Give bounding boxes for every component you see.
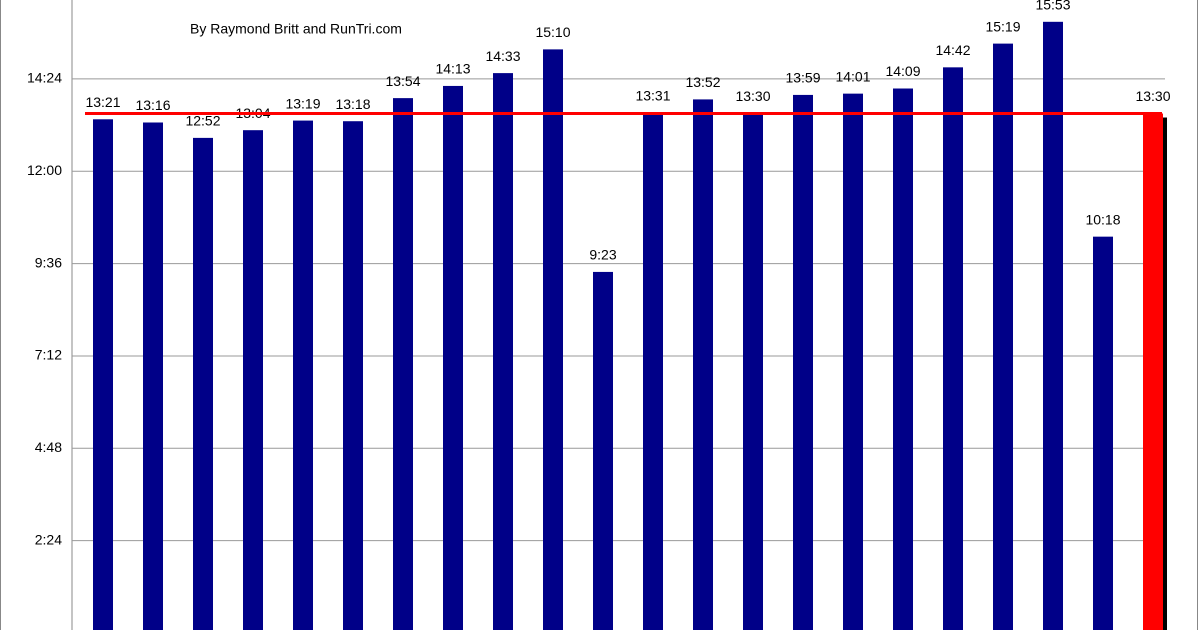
bar bbox=[693, 99, 713, 630]
data-label: 13:54 bbox=[385, 73, 420, 89]
data-label: 14:42 bbox=[935, 42, 970, 58]
bar bbox=[93, 119, 113, 630]
chart-subtitle: By Raymond Britt and RunTri.com bbox=[190, 21, 402, 37]
data-label: 15:19 bbox=[985, 18, 1020, 34]
bar bbox=[1093, 236, 1113, 630]
data-label: 13:30 bbox=[1135, 88, 1170, 104]
bar bbox=[843, 93, 863, 630]
bar bbox=[143, 122, 163, 630]
bar bbox=[1143, 113, 1163, 630]
bar bbox=[793, 94, 813, 630]
bar bbox=[543, 49, 563, 630]
data-label: 15:53 bbox=[1035, 0, 1070, 13]
bar bbox=[943, 67, 963, 630]
data-label: 14:09 bbox=[885, 63, 920, 79]
data-label: 13:59 bbox=[785, 70, 820, 86]
data-label: 13:52 bbox=[685, 74, 720, 90]
data-label: 12:52 bbox=[185, 113, 220, 129]
bar bbox=[993, 43, 1013, 630]
data-label: 13:31 bbox=[635, 88, 670, 104]
y-tick-label: 4:48 bbox=[35, 439, 62, 455]
data-label: 14:01 bbox=[835, 68, 870, 84]
y-tick-label: 9:36 bbox=[35, 254, 62, 270]
data-label: 10:18 bbox=[1085, 211, 1120, 227]
data-label: 14:33 bbox=[485, 48, 520, 64]
y-tick-label: 2:24 bbox=[35, 531, 62, 547]
bar bbox=[493, 73, 513, 630]
y-tick-label: 14:24 bbox=[27, 70, 62, 86]
bar bbox=[443, 85, 463, 630]
data-label: 14:13 bbox=[435, 61, 470, 77]
bar bbox=[193, 137, 213, 630]
bar bbox=[893, 88, 913, 630]
bar bbox=[393, 98, 413, 630]
data-label: 13:16 bbox=[135, 97, 170, 113]
bar bbox=[243, 130, 263, 630]
bar bbox=[1043, 21, 1063, 630]
data-label: 13:30 bbox=[735, 88, 770, 104]
data-label: 13:19 bbox=[285, 95, 320, 111]
bar bbox=[343, 121, 363, 630]
data-label: 15:10 bbox=[535, 24, 570, 40]
bar bbox=[743, 113, 763, 630]
bar bbox=[593, 271, 613, 630]
y-tick-label: 12:00 bbox=[27, 162, 62, 178]
data-label: 13:18 bbox=[335, 96, 370, 112]
data-label: 13:21 bbox=[85, 94, 120, 110]
data-label: 9:23 bbox=[589, 247, 616, 263]
y-tick-label: 7:12 bbox=[35, 347, 62, 363]
bar bbox=[293, 120, 313, 630]
bar bbox=[643, 112, 663, 630]
